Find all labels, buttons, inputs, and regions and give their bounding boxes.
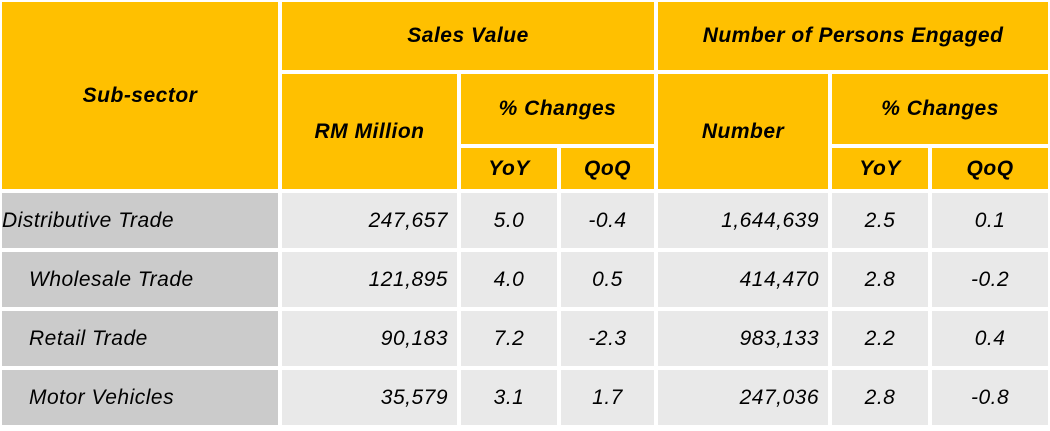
sales-qoq-value: -2.3 <box>561 311 655 366</box>
header-persons-qoq: QoQ <box>932 148 1049 189</box>
row-label: Motor Vehicles <box>2 370 278 425</box>
persons-yoy-value: 2.5 <box>832 193 929 248</box>
sales-rm-million-value: 121,895 <box>282 252 457 307</box>
persons-number-value: 983,133 <box>658 311 829 366</box>
header-sub-sector: Sub-sector <box>2 2 278 189</box>
persons-yoy-value: 2.8 <box>832 370 929 425</box>
persons-qoq-value: 0.1 <box>932 193 1049 248</box>
header-row-periods: YoY QoQ YoY QoQ <box>2 148 1049 189</box>
sales-yoy-value: 3.1 <box>461 370 557 425</box>
row-label: Wholesale Trade <box>2 252 278 307</box>
header-persons-yoy: YoY <box>832 148 929 189</box>
sales-yoy-value: 5.0 <box>461 193 557 248</box>
header-row-groups: Sub-sector Sales Value Number of Persons… <box>2 2 1049 189</box>
persons-qoq-value: -0.8 <box>932 370 1049 425</box>
persons-qoq-value: 0.4 <box>932 311 1049 366</box>
row-label: Retail Trade <box>2 311 278 366</box>
header-persons-engaged-group: Number of Persons Engaged <box>658 2 1049 70</box>
persons-number-value: 1,644,639 <box>658 193 829 248</box>
sales-qoq-value: 0.5 <box>561 252 655 307</box>
header-rm-million: RM Million <box>282 74 457 189</box>
table-row-wholesale-trade: Wholesale Trade 121,895 4.0 0.5 414,470 … <box>2 252 1049 307</box>
persons-yoy-value: 2.8 <box>832 252 929 307</box>
table-row-distributive-trade: Distributive Trade 247,657 5.0 -0.4 1,64… <box>2 193 1049 248</box>
sales-rm-million-value: 35,579 <box>282 370 457 425</box>
header-persons-pct-changes: % Changes <box>832 74 1049 144</box>
table-row-retail-trade: Retail Trade 90,183 7.2 -2.3 983,133 2.2… <box>2 311 1049 366</box>
header-sales-yoy: YoY <box>461 148 557 189</box>
header-sales-pct-changes: % Changes <box>461 74 655 144</box>
sales-yoy-value: 4.0 <box>461 252 557 307</box>
sales-qoq-value: 1.7 <box>561 370 655 425</box>
persons-qoq-value: -0.2 <box>932 252 1049 307</box>
header-number: Number <box>658 74 829 189</box>
table-row-motor-vehicles: Motor Vehicles 35,579 3.1 1.7 247,036 2.… <box>2 370 1049 425</box>
sales-rm-million-value: 90,183 <box>282 311 457 366</box>
sales-rm-million-value: 247,657 <box>282 193 457 248</box>
header-row-measures: RM Million % Changes Number % Changes <box>2 74 1049 189</box>
row-label: Distributive Trade <box>2 193 278 248</box>
sales-yoy-value: 7.2 <box>461 311 557 366</box>
header-sales-qoq: QoQ <box>561 148 655 189</box>
persons-number-value: 414,470 <box>658 252 829 307</box>
sales-qoq-value: -0.4 <box>561 193 655 248</box>
header-sales-value-group: Sales Value <box>282 2 655 70</box>
persons-yoy-value: 2.2 <box>832 311 929 366</box>
persons-number-value: 247,036 <box>658 370 829 425</box>
